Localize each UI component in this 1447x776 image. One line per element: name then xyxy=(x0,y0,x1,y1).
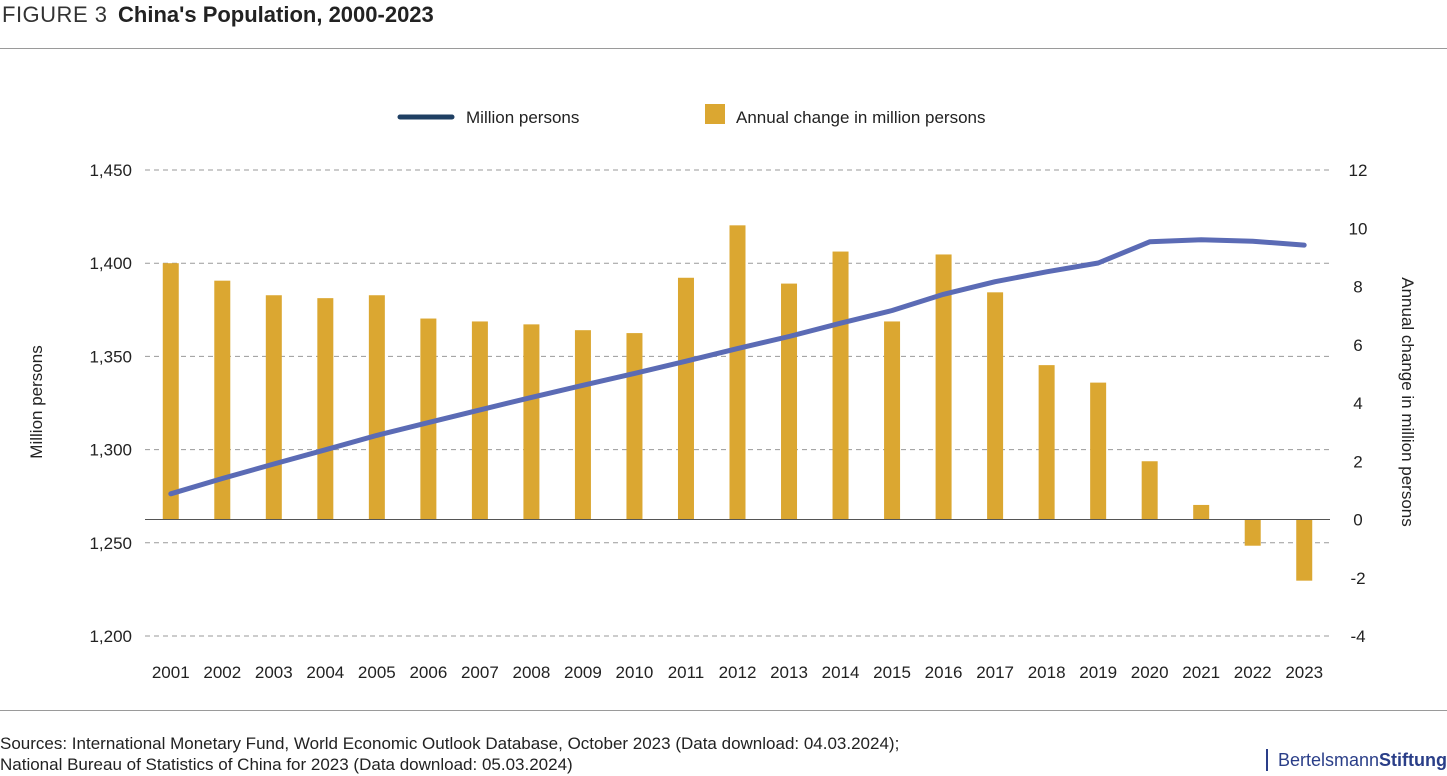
legend-bar-label: Annual change in million persons xyxy=(736,108,986,127)
y-tick-label: 1,300 xyxy=(89,441,132,460)
x-tick-label: 2015 xyxy=(873,663,911,682)
bar-2005 xyxy=(368,295,385,520)
x-tick-label: 2023 xyxy=(1285,663,1323,682)
bar-2019 xyxy=(1090,382,1107,520)
bar-2017 xyxy=(987,292,1004,520)
bar-2003 xyxy=(265,295,282,520)
population-line xyxy=(168,237,1307,497)
y2-tick-label: 12 xyxy=(1349,161,1368,180)
y2-tick-label: 10 xyxy=(1349,219,1368,238)
sources-line-1: Sources: International Monetary Fund, Wo… xyxy=(0,734,900,753)
bar-2006 xyxy=(420,318,437,520)
x-tick-label: 2017 xyxy=(976,663,1014,682)
figure-title: China's Population, 2000-2023 xyxy=(118,2,434,27)
bar-2001 xyxy=(162,263,179,520)
x-tick-label: 2011 xyxy=(668,663,705,682)
sources-note: Sources: International Monetary Fund, Wo… xyxy=(0,733,899,775)
x-tick-label: 2001 xyxy=(152,663,190,682)
bar-2004 xyxy=(317,298,334,520)
x-tick-label: 2021 xyxy=(1182,663,1220,682)
y2-tick-label: 6 xyxy=(1353,336,1362,355)
bar-2012 xyxy=(729,225,746,520)
x-tick-label: 2010 xyxy=(616,663,654,682)
x-tick-label: 2012 xyxy=(719,663,757,682)
y-tick-label: 1,350 xyxy=(89,347,132,366)
y2-axis-title: Annual change in million persons xyxy=(1398,277,1417,527)
x-tick-label: 2013 xyxy=(770,663,808,682)
bar-2022 xyxy=(1244,519,1261,546)
y2-tick-label: 4 xyxy=(1353,394,1362,413)
brand-part-2: Stiftung xyxy=(1379,750,1447,770)
bar-2009 xyxy=(574,330,591,520)
bar-2011 xyxy=(677,277,694,520)
x-tick-label: 2005 xyxy=(358,663,396,682)
legend-bar-swatch xyxy=(705,104,725,124)
footer-divider xyxy=(0,710,1447,711)
figure-header: FIGURE 3 China's Population, 2000-2023 xyxy=(0,0,1447,48)
y2-tick-label: 8 xyxy=(1353,278,1362,297)
bar-2010 xyxy=(626,333,643,520)
bar-2021 xyxy=(1193,504,1210,520)
header-divider xyxy=(0,48,1447,49)
sources-line-2: National Bureau of Statistics of China f… xyxy=(0,755,573,774)
x-tick-label: 2009 xyxy=(564,663,602,682)
x-tick-label: 2007 xyxy=(461,663,499,682)
x-tick-label: 2003 xyxy=(255,663,293,682)
brand-logo: BertelsmannStiftung xyxy=(1265,749,1447,771)
x-tick-label: 2006 xyxy=(409,663,447,682)
y2-tick-label: 0 xyxy=(1353,511,1362,530)
bar-2014 xyxy=(832,251,849,520)
x-tick-label: 2020 xyxy=(1131,663,1169,682)
x-tick-label: 2016 xyxy=(925,663,963,682)
y-tick-label: 1,450 xyxy=(89,161,132,180)
y2-tick-label: -4 xyxy=(1350,627,1365,646)
x-tick-label: 2018 xyxy=(1028,663,1066,682)
y-tick-label: 1,250 xyxy=(89,534,132,553)
bar-2013 xyxy=(781,283,798,520)
bar-2008 xyxy=(523,324,540,520)
population-chart: 1,200 1,250 1,300 1,350 1,400 1,450 -4 -2 0 2 4 6 8 1… xyxy=(27,104,1417,682)
y2-tick-label: -2 xyxy=(1350,569,1365,588)
bar-2007 xyxy=(471,321,488,520)
x-tick-label: 2002 xyxy=(203,663,241,682)
y-tick-label: 1,200 xyxy=(89,627,132,646)
bar-2020 xyxy=(1141,461,1158,520)
legend-line-label: Million persons xyxy=(466,108,579,127)
y2-tick-label: 2 xyxy=(1353,452,1362,471)
figure-label: FIGURE 3 xyxy=(2,2,108,27)
bar-2015 xyxy=(884,321,901,520)
bar-2018 xyxy=(1038,365,1055,520)
x-tick-label: 2014 xyxy=(822,663,860,682)
brand-part-1: Bertelsmann xyxy=(1277,750,1380,770)
x-tick-label: 2004 xyxy=(306,663,344,682)
bar-2016 xyxy=(935,254,952,520)
bar-2002 xyxy=(214,280,231,520)
y-tick-label: 1,400 xyxy=(89,254,132,273)
x-tick-label: 2019 xyxy=(1079,663,1117,682)
x-tick-label: 2022 xyxy=(1234,663,1272,682)
x-tick-label: 2008 xyxy=(512,663,550,682)
y-axis-title: Million persons xyxy=(27,345,46,458)
bar-2023 xyxy=(1296,519,1313,581)
